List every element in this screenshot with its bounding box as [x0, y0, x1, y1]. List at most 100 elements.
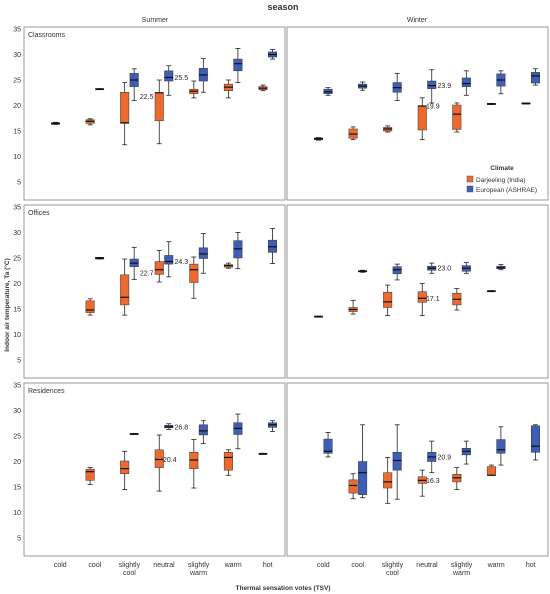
panel-classrooms-winter: 23.9 19.9	[286, 26, 549, 201]
box-darjeeling-cool	[348, 126, 358, 141]
y-tick-label: 15	[13, 307, 21, 314]
box-european-hot	[530, 68, 540, 86]
box-darjeeling-neutral	[154, 434, 164, 492]
box-iqr	[198, 247, 208, 259]
box-european-warm	[496, 426, 506, 466]
box-iqr	[530, 425, 540, 453]
box-european-slightly-warm	[198, 233, 208, 274]
panel-frame	[286, 26, 549, 201]
box-iqr	[452, 104, 462, 130]
box-iqr	[323, 438, 333, 454]
panel-classrooms-summer: 5 10 15 20 25 30 35 Classrooms 25.5 22.5	[13, 26, 286, 201]
legend-label-european: European (ASHRAE)	[476, 187, 537, 194]
box-european-slightly-warm	[198, 420, 208, 445]
median-annotation: 20.4	[163, 457, 177, 464]
box-european-slightly-cool	[129, 246, 139, 280]
box-european-slightly-warm	[198, 58, 208, 93]
x-tick-label: hot	[526, 562, 536, 569]
box-european-cool	[95, 88, 105, 91]
y-tick-label: 15	[13, 485, 21, 492]
x-tick-label: cool	[88, 562, 101, 569]
x-tick-label: warm	[487, 562, 505, 569]
y-tick-label: 35	[13, 27, 21, 34]
median-annotation: 26.8	[175, 424, 189, 431]
box-european-slightly-cool	[392, 72, 402, 101]
panel-offices-winter: 23.0 17.1	[286, 204, 549, 379]
box-darjeeling-cold	[51, 121, 61, 125]
box-iqr	[198, 424, 208, 436]
box-european-cool	[358, 269, 368, 273]
median-annotation: 23.9	[438, 83, 452, 90]
box-darjeeling-slightly-cool	[383, 457, 393, 504]
x-tick-label: cold	[54, 562, 67, 569]
box-darjeeling-cold	[314, 137, 324, 141]
box-darjeeling-warm	[223, 79, 233, 99]
box-darjeeling-slightly-cool	[120, 450, 130, 490]
panel-label: Classrooms	[28, 32, 65, 39]
box-iqr	[486, 466, 496, 476]
box-european-slightly-cool	[392, 263, 402, 281]
legend-swatch-darjeeling	[466, 175, 474, 183]
median-annotation: 17.1	[426, 296, 440, 303]
box-darjeeling-cool	[85, 467, 95, 485]
median-annotation: 22.5	[140, 94, 154, 101]
box-iqr	[348, 479, 358, 494]
y-tick-label: 5	[17, 358, 21, 365]
box-darjeeling-slightly-warm	[189, 80, 199, 99]
box-european-cold	[323, 87, 333, 96]
box-iqr	[223, 452, 233, 471]
y-tick-label: 35	[13, 383, 21, 390]
box-european-hot	[267, 228, 277, 265]
legend-title: Climate	[490, 165, 514, 172]
box-darjeeling-hot	[258, 452, 268, 455]
box-darjeeling-warm	[486, 464, 496, 476]
box-european-neutral	[427, 69, 437, 104]
panel-frame	[286, 382, 549, 557]
box-darjeeling-slightly-warm	[452, 467, 462, 490]
y-tick-label: 10	[13, 332, 21, 339]
x-tick-label: slightly	[451, 562, 473, 569]
x-tick-label: cool	[123, 570, 136, 577]
median-annotation: 23.0	[438, 266, 452, 273]
box-european-warm	[496, 264, 506, 271]
box-iqr	[427, 80, 437, 89]
y-tick-label: 20	[13, 281, 21, 288]
panel-label: Residences	[28, 388, 65, 395]
x-tick-label: hot	[263, 562, 273, 569]
x-tick-label: slightly	[188, 562, 210, 569]
box-european-slightly-cool	[392, 424, 402, 500]
median-annotation: 24.3	[175, 259, 189, 266]
box-iqr	[496, 439, 506, 454]
box-iqr	[120, 460, 130, 474]
box-darjeeling-slightly-cool	[383, 284, 393, 317]
box-iqr	[85, 300, 95, 313]
y-tick-label: 25	[13, 256, 21, 263]
box-iqr	[530, 72, 540, 84]
box-darjeeling-neutral	[417, 283, 427, 317]
y-tick-label: 25	[13, 434, 21, 441]
box-european-cool	[358, 81, 368, 91]
box-iqr	[383, 472, 393, 489]
y-tick-label: 10	[13, 510, 21, 517]
box-darjeeling-warm	[223, 262, 233, 269]
x-tick-label: cool	[386, 570, 399, 577]
box-darjeeling-slightly-cool	[120, 82, 130, 146]
box-european-slightly-warm	[461, 262, 471, 274]
box-iqr	[392, 452, 402, 471]
y-tick-label: 15	[13, 129, 21, 136]
y-tick-label: 5	[17, 536, 21, 543]
legend-label-darjeeling: Darjeeling (India)	[476, 177, 526, 184]
box-darjeeling-neutral	[154, 79, 164, 145]
panel-offices-summer: 5 10 15 20 25 30 35 Offices 24.3 22.7	[13, 204, 286, 379]
x-tick-label: cool	[351, 562, 364, 569]
median-annotation: 19.9	[426, 104, 440, 111]
y-tick-label: 5	[17, 180, 21, 187]
box-iqr	[164, 70, 174, 82]
box-european-hot	[530, 424, 540, 461]
box-darjeeling-cool	[85, 118, 95, 126]
box-darjeeling-neutral	[417, 469, 427, 497]
x-tick-label: warm	[452, 570, 470, 577]
column-header-summer: Summer	[142, 17, 169, 24]
box-european-hot	[267, 49, 277, 60]
